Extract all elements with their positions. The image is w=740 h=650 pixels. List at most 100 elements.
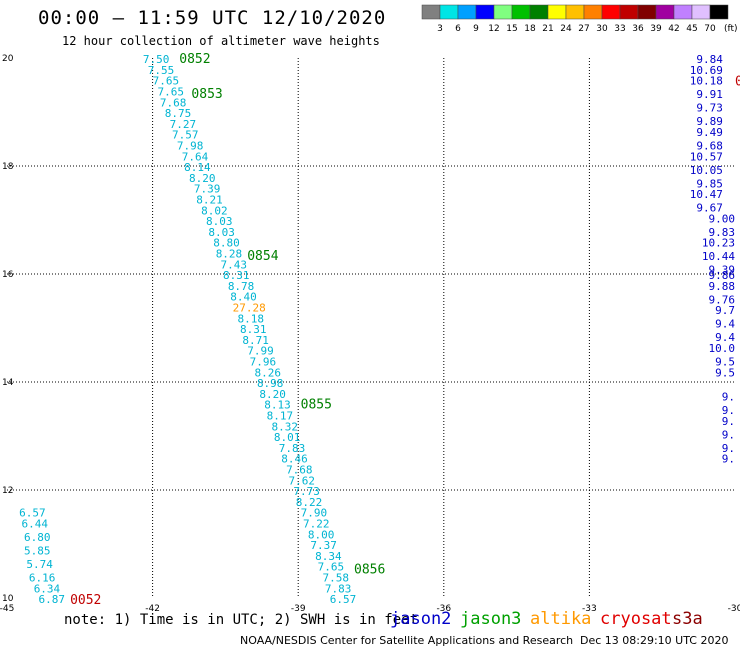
wave-height-label: 9.49 — [696, 126, 723, 139]
wave-height-label: 8.26 — [255, 366, 282, 379]
wave-height-label: 9.84 — [696, 53, 723, 66]
legend-value-label: 42 — [668, 24, 679, 34]
latitude-tick-label: 20 — [2, 54, 14, 64]
wave-height-label: 8.03 — [206, 215, 233, 228]
legend-value-label: 9 — [473, 24, 479, 34]
wave-height-label: 9. — [722, 453, 735, 466]
legend-color-box — [547, 4, 567, 20]
wave-height-label: 8.13 — [264, 399, 291, 412]
legend-color-box — [691, 4, 711, 20]
wave-height-label: 7.62 — [288, 474, 315, 487]
wave-height-label: 10.47 — [690, 188, 723, 201]
wave-height-label: 8.40 — [230, 291, 257, 304]
legend-color-box — [421, 4, 441, 20]
wave-height-label: 7.73 — [293, 485, 320, 498]
satellite-jason3: jason3 — [460, 609, 522, 629]
credit-text: NOAA/NESDIS Center for Satellite Applica… — [240, 634, 574, 647]
legend-color-box — [511, 4, 531, 20]
legend-value-label: 33 — [614, 24, 625, 34]
wave-height-label: 8.20 — [189, 172, 216, 185]
wave-height-label: 8.01 — [274, 431, 301, 444]
wave-height-label: 8.28 — [216, 247, 243, 260]
wave-height-label: 9.83 — [709, 226, 736, 239]
time-label: 0855 — [301, 398, 332, 413]
satellite-altika: altika — [530, 609, 592, 629]
wave-height-label: 10.05 — [690, 164, 723, 177]
latitude-tick-label: 16 — [2, 270, 14, 280]
wave-height-label: 10.57 — [690, 150, 723, 163]
legend-value-label: 21 — [542, 24, 553, 34]
wave-height-label: 8.14 — [184, 161, 211, 174]
wave-height-label: 8.31 — [240, 323, 267, 336]
wave-height-label: 9.00 — [709, 212, 736, 225]
legend-value-label: 27 — [578, 24, 589, 34]
wave-height-label: 8.02 — [201, 204, 228, 217]
wave-height-label: 7.68 — [286, 463, 313, 476]
wave-height-label: 9. — [722, 404, 735, 417]
longitude-tick-label: -39 — [291, 604, 306, 614]
legend-value-label: 36 — [632, 24, 644, 34]
legend-color-box — [655, 4, 675, 20]
wave-height-label: 7.43 — [221, 258, 248, 271]
longitude-tick-label: -45 — [0, 604, 14, 614]
wave-height-label: 9. — [722, 428, 735, 441]
wave-height-label: 8.78 — [228, 280, 255, 293]
legend-value-label: 70 — [704, 24, 716, 34]
wave-height-label: 7.98 — [177, 139, 204, 152]
wave-height-label: 8.17 — [267, 409, 294, 422]
wave-height-label: 9.39 — [709, 264, 736, 277]
wave-height-label: 6.57 — [330, 593, 357, 606]
wave-height-label: 8.03 — [208, 226, 235, 239]
legend-value-label: 39 — [650, 24, 662, 34]
wave-height-label: 8.75 — [165, 107, 192, 120]
longitude-tick-label: -42 — [145, 604, 160, 614]
legend-value-label: 12 — [488, 24, 499, 34]
wave-height-label: 7.64 — [182, 150, 209, 163]
legend-value-label: 30 — [596, 24, 608, 34]
longitude-tick-label: -30 — [728, 604, 740, 614]
satellite-cryosat: cryosat — [600, 609, 672, 629]
wave-height-label: 9.4 — [715, 318, 735, 331]
wave-height-label: 7.96 — [250, 355, 277, 368]
wave-height-label: 10.18 — [690, 75, 723, 88]
wave-height-label: 10.0 — [709, 342, 736, 355]
wave-height-label: 8.18 — [238, 312, 264, 325]
wave-height-label: 9. — [722, 415, 735, 428]
wave-height-label: 8.98 — [257, 377, 284, 390]
wave-height-label: 7.58 — [322, 571, 349, 584]
wave-height-label: 8.31 — [223, 269, 250, 282]
latitude-tick-label: 10 — [2, 594, 14, 604]
wave-height-label: 7.37 — [310, 539, 337, 552]
wave-height-label: 6.57 — [19, 507, 45, 520]
time-label: 0854 — [247, 249, 278, 264]
legend-value-label: 6 — [455, 24, 461, 34]
wave-height-label: 6.87 — [39, 593, 65, 606]
wave-height-label: 7.27 — [170, 118, 197, 131]
time-label: 0052 — [70, 593, 101, 608]
wave-height-label: 7.90 — [301, 507, 328, 520]
wave-height-label: 7.65 — [318, 561, 345, 574]
legend-color-box — [601, 4, 621, 20]
wave-height-label: 9. — [722, 442, 735, 455]
wave-height-label: 7.83 — [279, 442, 306, 455]
wave-height-label: 5.85 — [24, 544, 50, 557]
time-label: 0 — [735, 75, 740, 90]
note-text: note: 1) Time is in UTC; 2) SWH is in fe… — [64, 612, 419, 628]
wave-height-label: 8.80 — [213, 237, 240, 250]
wave-height-label: 7.68 — [160, 96, 187, 109]
wave-height-label: 5.74 — [26, 558, 53, 571]
latitude-tick-label: 18 — [2, 162, 14, 172]
wave-height-label: 8.46 — [281, 453, 308, 466]
wave-height-label: 7.50 — [143, 53, 170, 66]
legend-color-box — [457, 4, 477, 20]
wave-height-label: 7.55 — [148, 64, 175, 77]
time-label: 0853 — [191, 87, 222, 102]
legend-color-box — [475, 4, 495, 20]
wave-height-label: 6.16 — [29, 571, 56, 584]
wave-height-label: 8.21 — [196, 193, 223, 206]
wave-height-label: 8.20 — [259, 388, 286, 401]
wave-height-label: 9. — [722, 391, 735, 404]
wave-height-label: 9.4 — [715, 331, 735, 344]
wave-height-label: 9.67 — [696, 202, 723, 215]
wave-height-label: 8.71 — [242, 334, 268, 347]
